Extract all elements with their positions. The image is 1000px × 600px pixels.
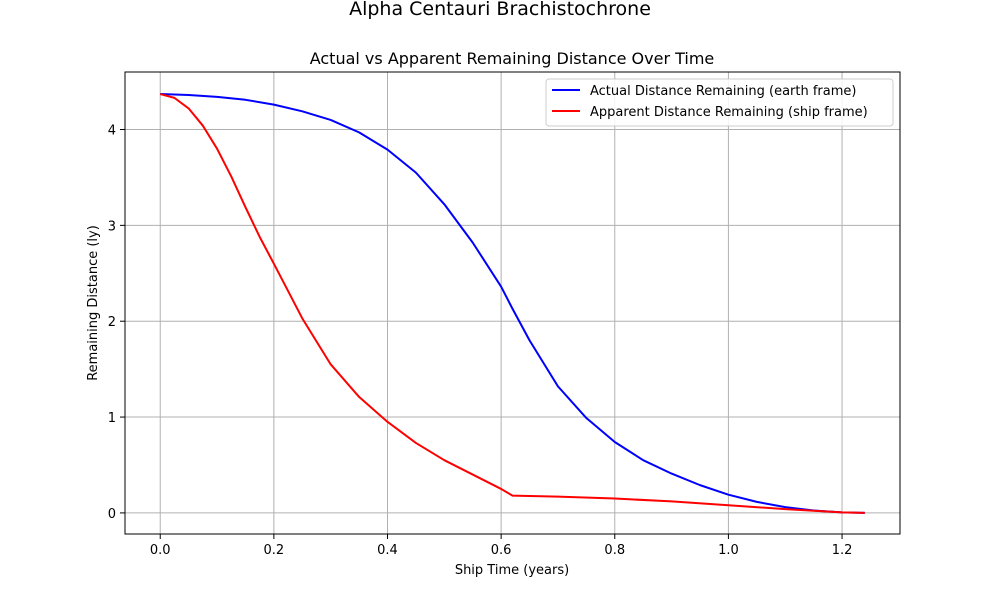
y-axis-label: Remaining Distance (ly) (86, 225, 101, 381)
x-tick-label: 0.6 (491, 543, 512, 558)
y-tick-label: 1 (108, 411, 116, 426)
series-line-apparent (159, 93, 865, 514)
chart-title: Actual vs Apparent Remaining Distance Ov… (310, 49, 715, 68)
x-tick-label: 1.0 (718, 543, 739, 558)
x-tick-label: 1.2 (832, 543, 853, 558)
legend-label-actual: Actual Distance Remaining (earth frame) (590, 84, 856, 99)
axis-ticks: 0.0 0.2 0.4 0.6 0.8 1.0 1.2 0 1 2 3 4 (108, 124, 853, 558)
legend-box (545, 78, 894, 127)
legend-label-apparent: Apparent Distance Remaining (ship frame) (590, 105, 868, 120)
x-tick-label: 0.4 (377, 543, 398, 558)
series-lines (159, 93, 865, 514)
x-axis-label: Ship Time (years) (455, 563, 569, 578)
plot-frame (124, 71, 901, 535)
y-tick-label: 0 (108, 507, 116, 522)
x-tick-label: 0.8 (604, 543, 625, 558)
figure-suptitle: Alpha Centauri Brachistochrone (349, 0, 651, 20)
x-tick-label: 0.0 (150, 543, 171, 558)
y-tick-label: 2 (108, 315, 116, 330)
legend: Actual Distance Remaining (earth frame) … (545, 78, 894, 127)
y-tick-label: 3 (108, 219, 116, 234)
y-tick-label: 4 (108, 124, 116, 139)
x-tick-label: 0.2 (264, 543, 285, 558)
series-line-actual (160, 93, 865, 514)
gridlines (125, 72, 900, 534)
